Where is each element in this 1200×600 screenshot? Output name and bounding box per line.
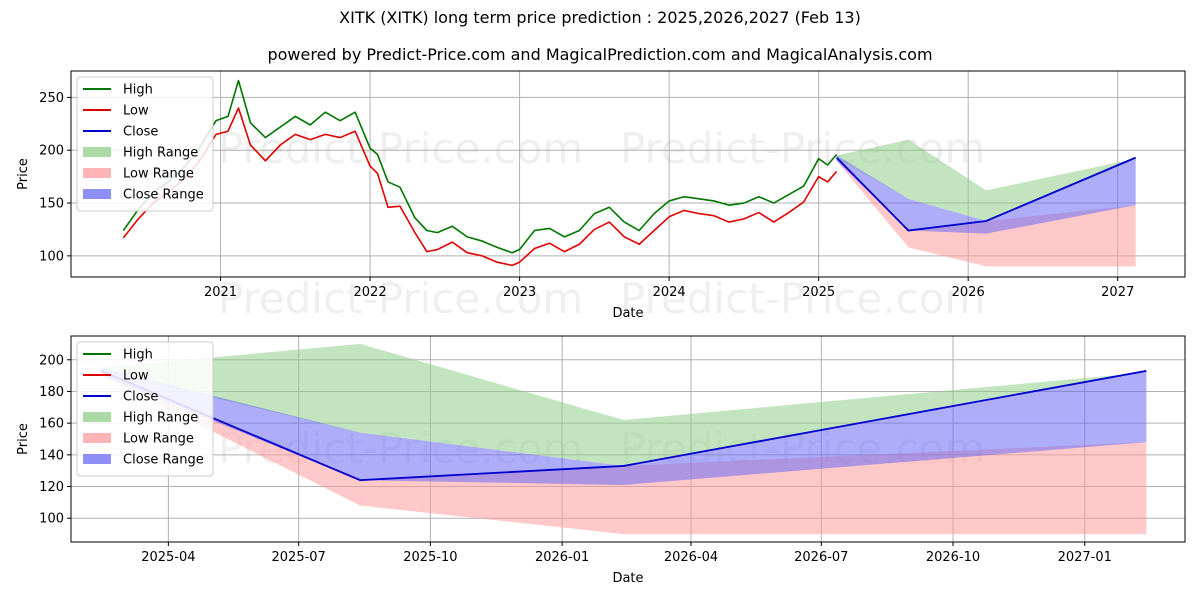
y-tick-label: 100 [39,249,64,264]
x-axis-label: Date [612,306,643,321]
close-forecast-line [100,369,1147,482]
watermark-group: Predict-Price.com Predict-Price.com Predic… [218,124,985,323]
y-tick-label: 160 [39,417,64,432]
legend-item-label: Close [123,390,158,405]
legend-item-label: Low [123,369,149,384]
legend-swatch-patch [83,147,111,157]
close-range-area [101,367,1147,485]
x-tick-label: 2026-01 [535,550,589,565]
x-tick-label: 2024 [653,285,686,300]
y-tick-label: 150 [39,197,64,212]
x-tick-label: 2027-01 [1058,550,1112,565]
x-axis: 2025-04 2025-07 2025-10 2026-01 2026-04 2026-… [141,542,1112,565]
x-tick-label: 2025-10 [403,550,457,565]
x-axis-label: Date [612,571,643,586]
x-tick-label: 2025-07 [272,550,326,565]
x-tick-label: 2025-04 [141,550,195,565]
high-range-area [101,343,1147,466]
legend-item-label: Low [123,104,149,119]
legend-item-label: High [123,83,153,98]
chart-title: XITK (XITK) long term price prediction :… [339,8,861,27]
x-axis: 2021 2022 2023 2024 2025 2026 2027 [204,277,1134,300]
y-axis-label: Price [16,158,31,190]
y-tick-label: 250 [39,91,64,106]
x-tick-label: 2021 [204,285,237,300]
legend-item-label: High [123,348,153,363]
x-tick-label: 2026-07 [794,550,848,565]
watermark-text: Predict-Price.com [218,274,583,323]
x-tick-label: 2023 [503,285,536,300]
x-tick-label: 2026-04 [664,550,718,565]
y-tick-label: 100 [39,512,64,527]
y-tick-label: 120 [39,480,64,495]
x-tick-label: 2026-10 [926,550,980,565]
y-tick-label: 200 [39,353,64,368]
y-tick-label: 200 [39,144,64,159]
y-axis-label: Price [16,423,31,455]
y-axis: 100 120 140 160 180 200 [39,353,71,527]
legend-item-label: Low Range [123,432,194,447]
low-series-line [122,107,838,267]
legend-swatch-patch [83,412,111,422]
low-range-area [101,370,1147,535]
low-range-area [836,157,1136,267]
legend-item-label: Close Range [123,453,204,468]
watermark-text: Predict-Price.com [218,124,583,173]
watermark-text: Predict-Price.com [620,274,985,323]
y-axis: 100 150 200 250 [39,91,71,264]
y-tick-label: 140 [39,448,64,463]
high-series-line [122,79,838,254]
legend-item-label: Close Range [123,188,204,203]
close-forecast-line [835,156,1137,232]
legend-swatch-patch [83,433,111,443]
legend-item-label: Close [123,125,158,140]
plot-frame [70,70,1186,278]
legend-item-label: High Range [123,411,198,426]
x-tick-label: 2026 [952,285,985,300]
y-tick-label: 180 [39,385,64,400]
plot-frame [70,335,1186,543]
legend-item-label: Low Range [123,167,194,182]
chart-panel-1: Predict-Price.com Predict-Price.com Predic… [16,70,1186,323]
legend-swatch-patch [83,454,111,464]
legend-swatch-patch [83,189,111,199]
legend-item-label: High Range [123,146,198,161]
close-range-area [836,155,1136,234]
x-tick-label: 2022 [354,285,387,300]
chart-panel-2: Predict-Price.comPredict-Price.com2025-0… [16,335,1186,586]
legend: High Low Close High Range Low Range Close Ran… [76,76,214,212]
x-tick-label: 2027 [1101,285,1134,300]
legend: High Low Close High Range Low Range Close Ran… [76,341,214,477]
high-range-area [836,139,1136,222]
chart-subtitle: powered by Predict-Price.com and Magical… [267,45,933,64]
legend-swatch-patch [83,168,111,178]
x-tick-label: 2025 [802,285,835,300]
